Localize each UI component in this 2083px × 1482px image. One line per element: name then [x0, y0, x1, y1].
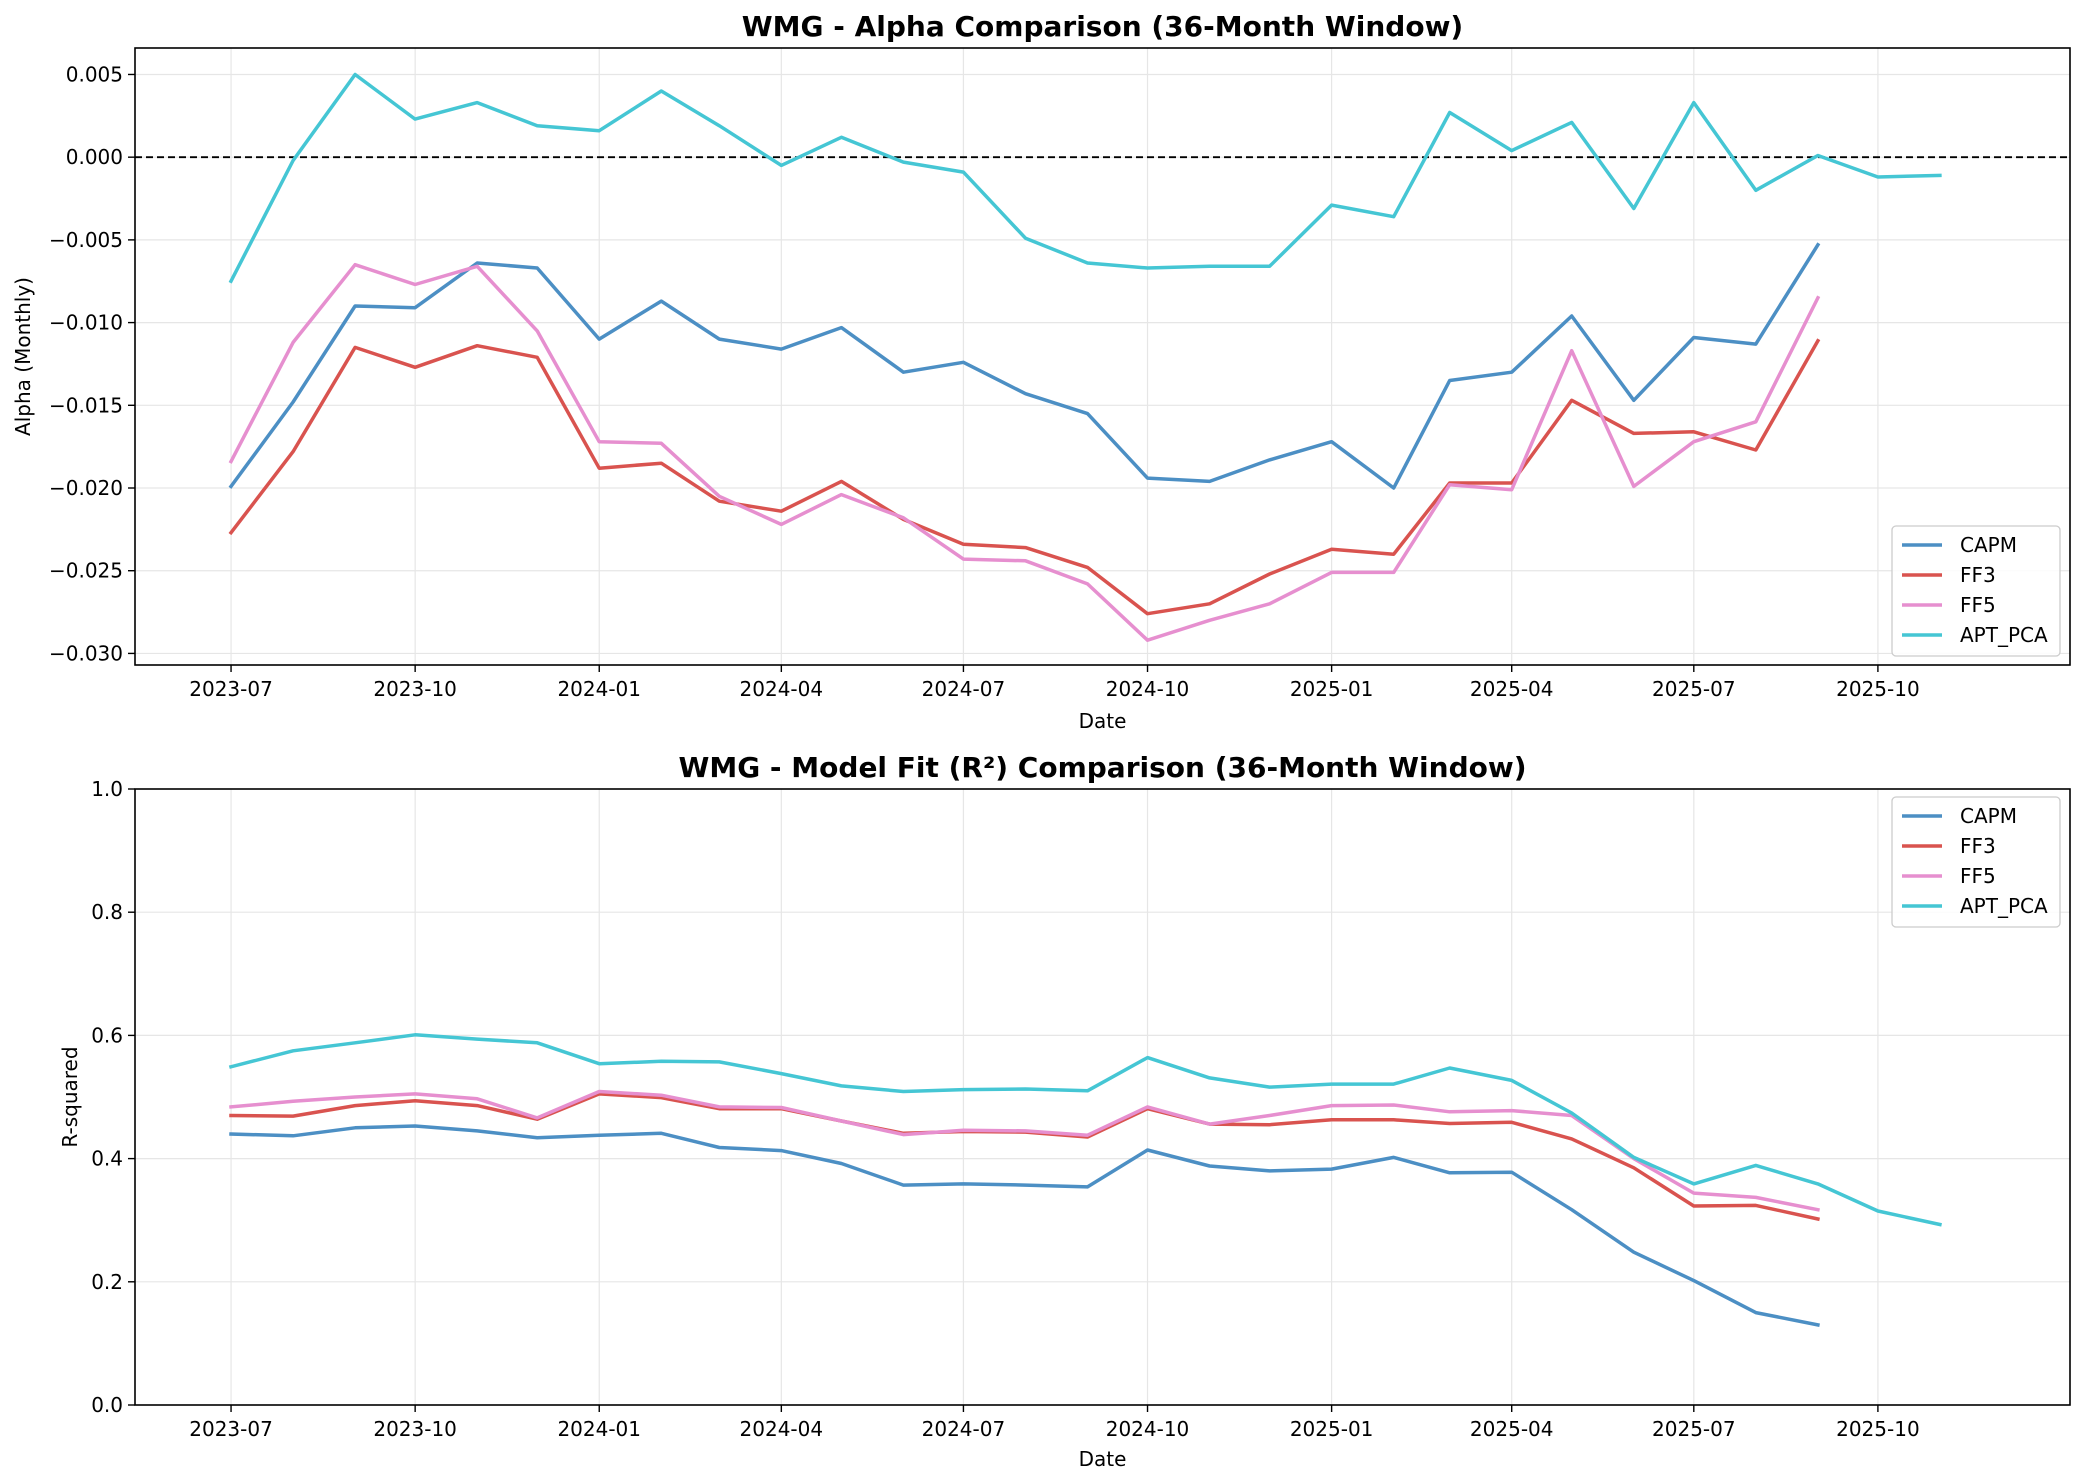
x-tick-label: 2023-07 — [189, 677, 273, 701]
x-tick-label: 2025-04 — [1470, 1417, 1554, 1441]
series-line-ff3 — [228, 338, 1821, 616]
legend-label: FF3 — [1960, 834, 1996, 858]
y-tick-label: −0.005 — [49, 228, 123, 252]
y-tick-label: 0.4 — [91, 1147, 123, 1171]
series-line-ff5 — [228, 262, 1821, 642]
legend-label: APT_PCA — [1960, 623, 2048, 647]
alpha-comparison-panel: 2023-07 2023-10 2024-01 2024-04 2024-07 2024-… — [11, 10, 2071, 733]
y-tick-label: −0.030 — [49, 641, 123, 665]
x-tick-label: 2025-01 — [1290, 677, 1374, 701]
x-tick-label: 2023-07 — [189, 1417, 273, 1441]
legend-label: APT_PCA — [1960, 894, 2048, 918]
x-tick-label: 2023-10 — [373, 1417, 457, 1441]
series-line-capm — [229, 1124, 1820, 1327]
legend-box — [1891, 525, 2061, 657]
x-tick-label: 2024-01 — [557, 1417, 641, 1441]
legend-label: CAPM — [1960, 804, 2017, 828]
y-tick-label: 1.0 — [91, 777, 123, 801]
x-tick-label: 2025-01 — [1290, 1417, 1374, 1441]
x-tick-label: 2024-07 — [922, 1417, 1006, 1441]
series-line-ff3 — [229, 1092, 1820, 1222]
x-axis-label: Date — [1079, 1447, 1127, 1471]
series-line-apt-pca — [228, 1033, 1942, 1227]
y-tick-label: 0.000 — [66, 145, 123, 169]
legend-label: CAPM — [1960, 533, 2017, 557]
chart-title: WMG - Model Fit (R²) Comparison (36-Mont… — [678, 751, 1526, 784]
legend-label: FF5 — [1960, 593, 1996, 617]
y-tick-label: −0.025 — [49, 559, 123, 583]
legend-label: FF3 — [1960, 563, 1996, 587]
x-tick-label: 2024-10 — [1106, 1417, 1190, 1441]
x-tick-label: 2024-07 — [922, 677, 1006, 701]
x-tick-label: 2025-07 — [1652, 677, 1736, 701]
x-tick-label: 2024-01 — [557, 677, 641, 701]
y-tick-label: −0.010 — [49, 311, 123, 335]
legend: CAPM FF3 FF5 APT_PCA — [1891, 796, 2061, 928]
chart-title: WMG - Alpha Comparison (36-Month Window) — [742, 10, 1463, 43]
plot-frame — [134, 47, 2071, 666]
y-tick-label: −0.020 — [49, 476, 123, 500]
x-tick-label: 2025-10 — [1836, 677, 1920, 701]
legend-box — [1891, 796, 2061, 928]
plot-frame — [134, 788, 2071, 1406]
y-tick-label: 0.005 — [66, 62, 123, 86]
series-line-capm — [228, 242, 1821, 490]
x-tick-label: 2023-10 — [373, 677, 457, 701]
y-axis-label: R-squared — [58, 1046, 82, 1147]
series-line-ff5 — [229, 1089, 1820, 1212]
x-tick-label: 2024-04 — [740, 1417, 824, 1441]
r-squared-comparison-panel: 2023-07 2023-10 2024-01 2024-04 2024-07 2024-… — [58, 751, 2071, 1471]
x-tick-label: 2025-04 — [1470, 677, 1554, 701]
y-tick-label: −0.015 — [49, 393, 123, 417]
x-tick-label: 2024-04 — [740, 677, 824, 701]
grid-lines — [135, 48, 2070, 665]
legend: CAPM FF3 FF5 APT_PCA — [1891, 525, 2061, 657]
legend-label: FF5 — [1960, 864, 1996, 888]
x-tick-label: 2024-10 — [1106, 677, 1190, 701]
y-tick-label: 0.2 — [91, 1270, 123, 1294]
y-tick-label: 0.8 — [91, 900, 123, 924]
x-axis-label: Date — [1079, 709, 1127, 733]
x-tick-label: 2025-07 — [1652, 1417, 1736, 1441]
y-tick-label: 0.6 — [91, 1023, 123, 1047]
y-tick-label: 0.0 — [91, 1393, 123, 1417]
grid-lines — [135, 788, 2070, 1406]
series-line-apt-pca — [228, 72, 1942, 284]
y-axis-label: Alpha (Monthly) — [11, 277, 35, 436]
x-tick-label: 2025-10 — [1836, 1417, 1920, 1441]
